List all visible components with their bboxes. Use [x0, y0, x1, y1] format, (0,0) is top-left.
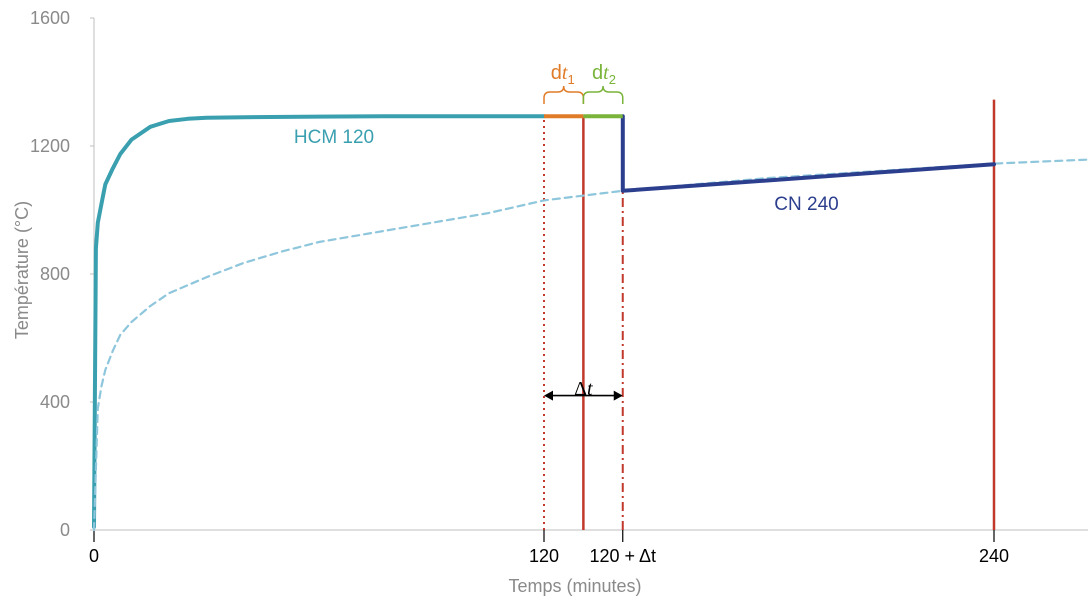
- y-axis-title: Température (°C): [12, 201, 32, 339]
- annotation-dt1: dt1: [551, 62, 575, 87]
- series-group: [92, 114, 1088, 532]
- vertical-lines: [543, 99, 996, 530]
- x-tick-label: 120: [529, 546, 559, 566]
- series-line-reference-dashed: [92, 158, 1088, 532]
- y-tick-label: 0: [60, 520, 70, 540]
- x-axis-title: Temps (minutes): [508, 576, 641, 596]
- y-tick-label: 1600: [30, 8, 70, 28]
- x-tick-label: 120 + Δt: [589, 546, 656, 566]
- annotation-dt2: dt2: [592, 62, 616, 87]
- series-line-hcm-120: [92, 114, 546, 529]
- y-ticks: 0 400 800 1200 1600: [30, 8, 94, 540]
- annotation-delta-t: Δt: [574, 378, 593, 400]
- delta-t-arrowhead-right: [613, 390, 623, 401]
- annotations: HCM 120 CN 240 Δt dt1 dt2: [294, 62, 839, 401]
- annotation-cn-label: CN 240: [774, 194, 838, 215]
- x-ticks: 0 120 120 + Δt 240: [89, 530, 1009, 566]
- delta-t-arrowhead-left: [544, 390, 553, 401]
- annotation-hcm-label: HCM 120: [294, 127, 374, 148]
- series-line-cn-240: [620, 114, 996, 193]
- x-tick-label: 240: [979, 546, 1009, 566]
- x-tick-label: 0: [89, 546, 99, 566]
- y-tick-label: 400: [40, 392, 70, 412]
- brace-dt2: [582, 85, 624, 104]
- brace-dt1: [543, 85, 585, 104]
- dt-segments: [543, 85, 624, 119]
- y-tick-label: 800: [40, 264, 70, 284]
- y-tick-label: 1200: [30, 136, 70, 156]
- axes: [93, 18, 1088, 531]
